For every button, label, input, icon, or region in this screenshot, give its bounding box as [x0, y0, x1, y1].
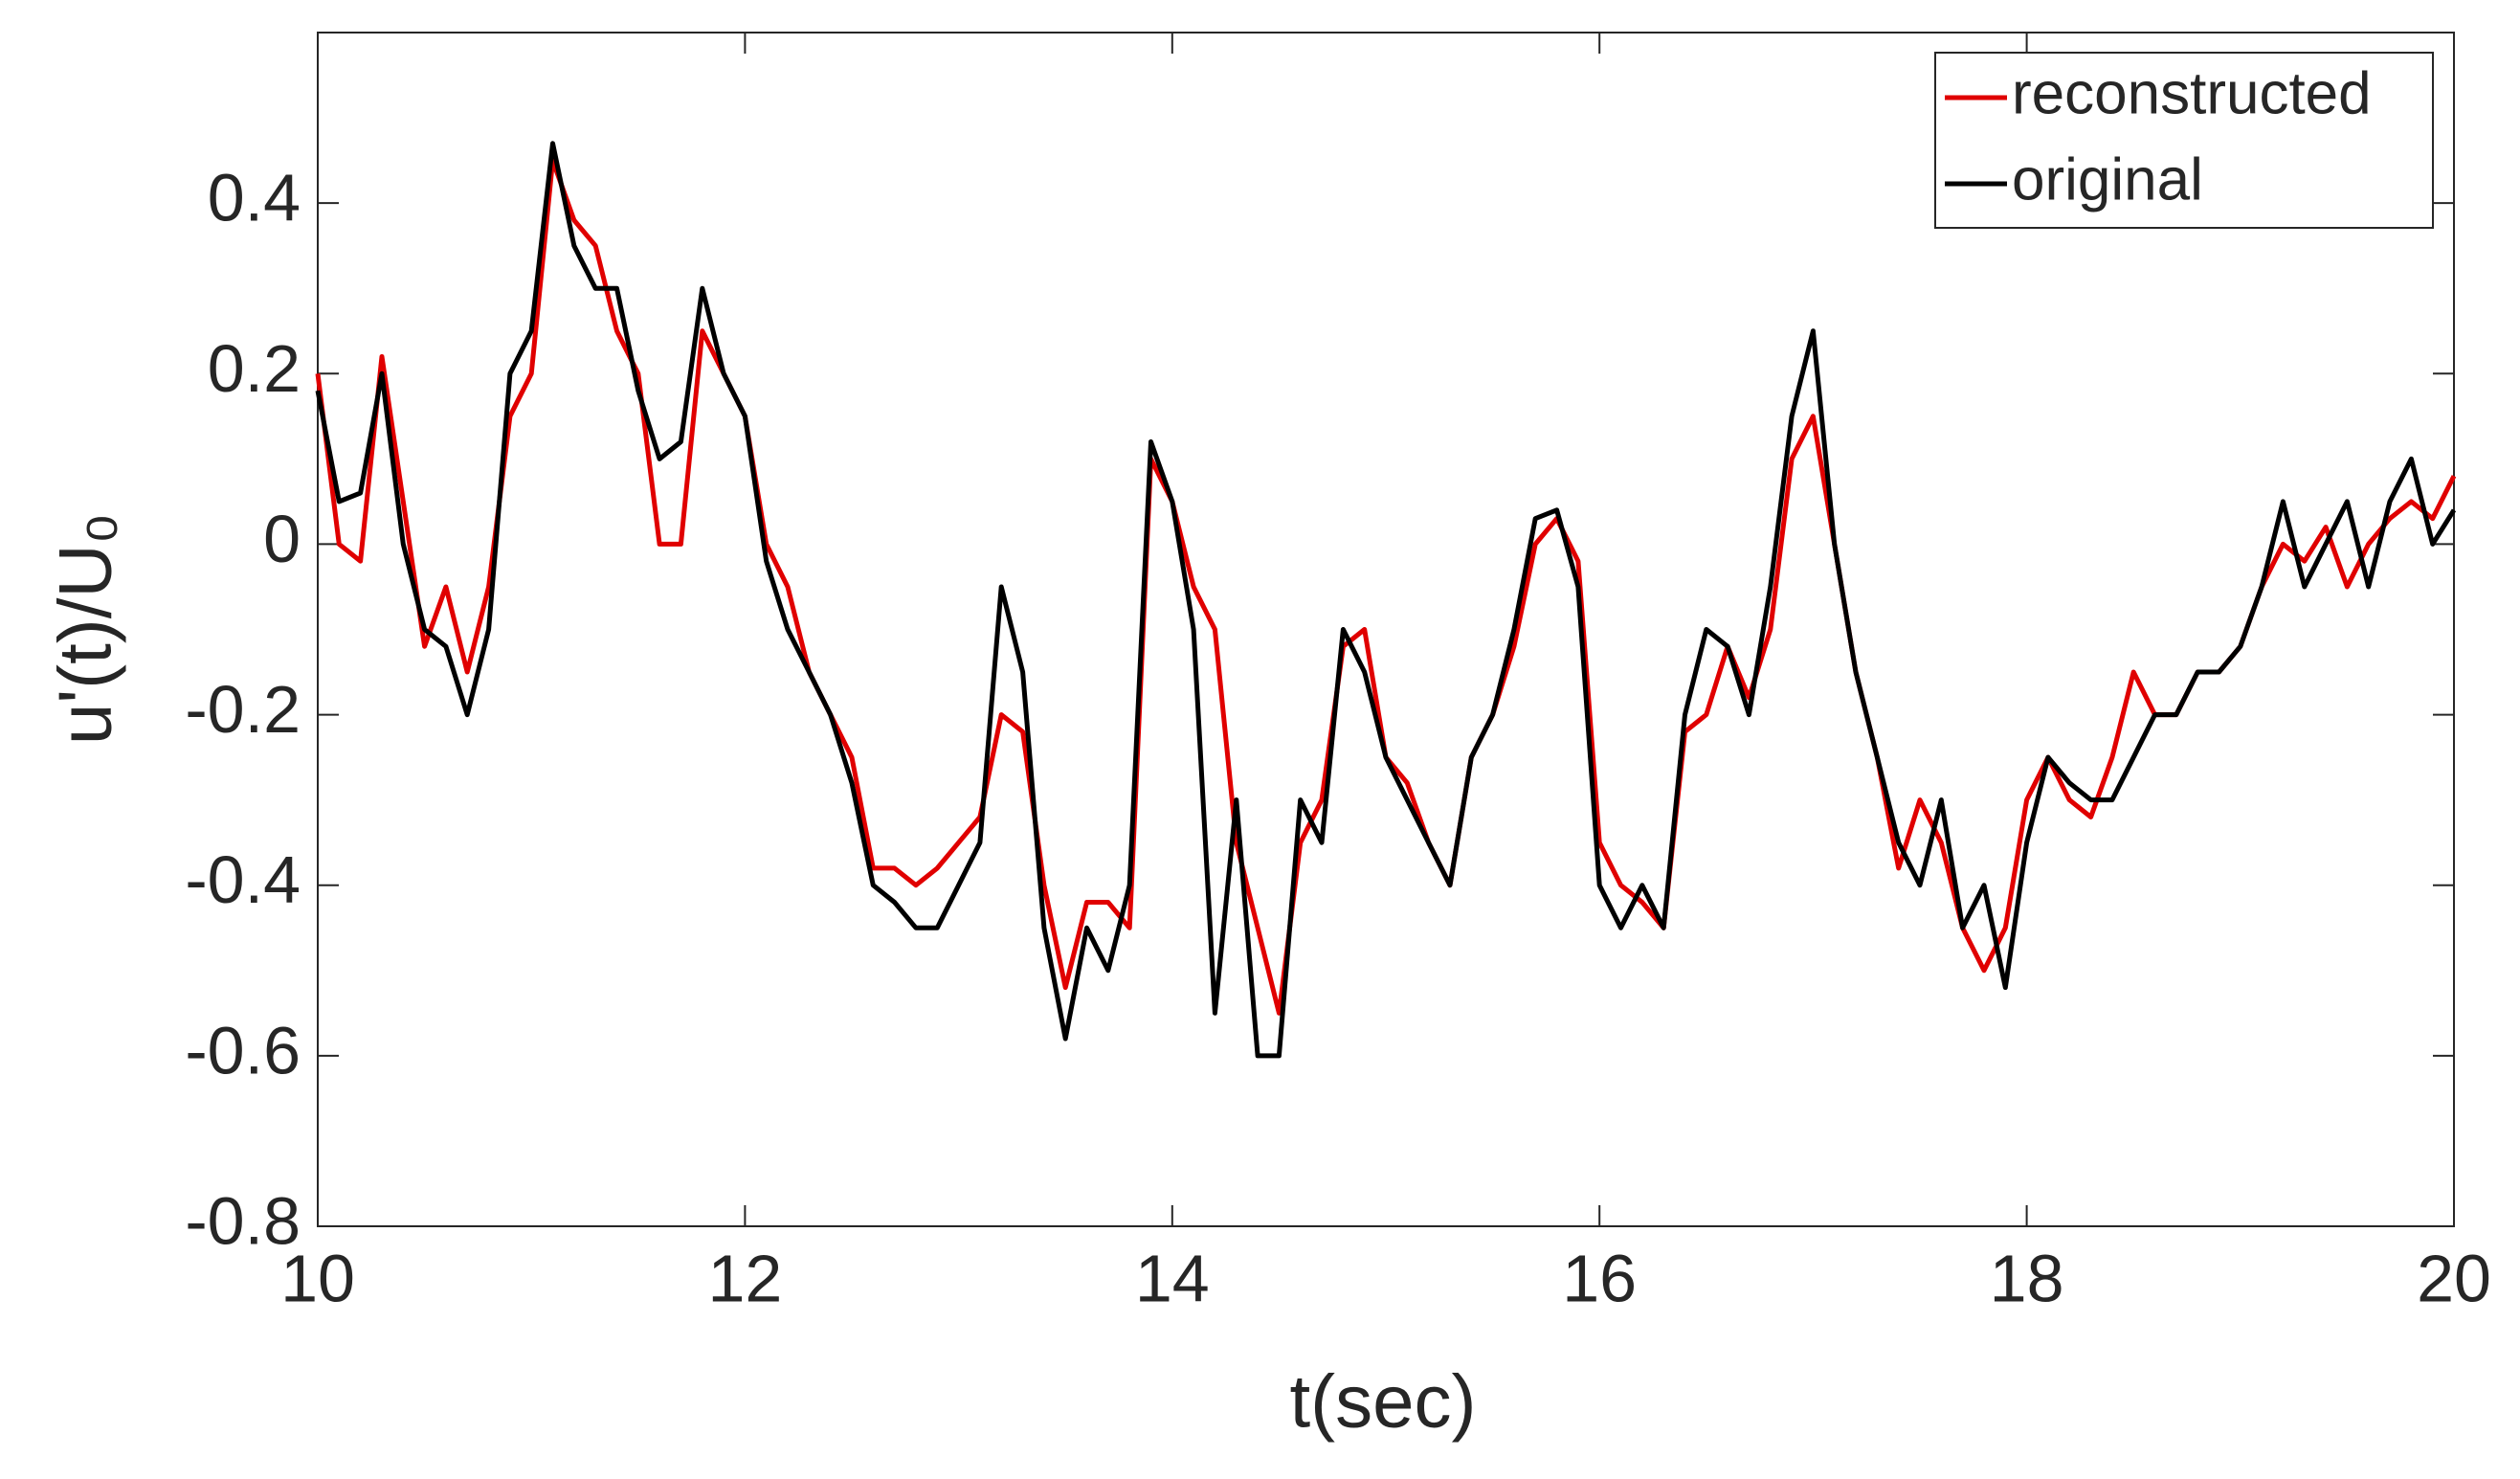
legend: [1934, 52, 2434, 229]
x-axis-label: t(sec): [1290, 1359, 1477, 1444]
x-tick-label: 12: [707, 1241, 782, 1315]
y-tick-label: -0.6: [185, 1013, 301, 1087]
legend-label: original: [2012, 146, 2203, 213]
x-tick-label: 10: [280, 1241, 355, 1315]
series-line: [315, 141, 2457, 1059]
x-tick-label: 16: [1562, 1241, 1637, 1315]
x-tick-label: 14: [1135, 1241, 1210, 1315]
y-tick-label: -0.8: [185, 1183, 301, 1258]
y-tick-label: 0.4: [208, 161, 301, 235]
legend-label: reconstructed: [2012, 60, 2372, 126]
x-tick-label: 18: [1990, 1241, 2064, 1315]
y-tick-label: -0.2: [185, 672, 301, 747]
y-tick-label: 0.2: [208, 331, 301, 406]
y-tick-label: -0.4: [185, 842, 301, 917]
y-tick-label: 0: [263, 502, 301, 576]
y-axis-label: u'(t)/U₀: [43, 513, 127, 745]
x-tick-label: 20: [2417, 1241, 2491, 1315]
plot-area: [317, 32, 2455, 1227]
